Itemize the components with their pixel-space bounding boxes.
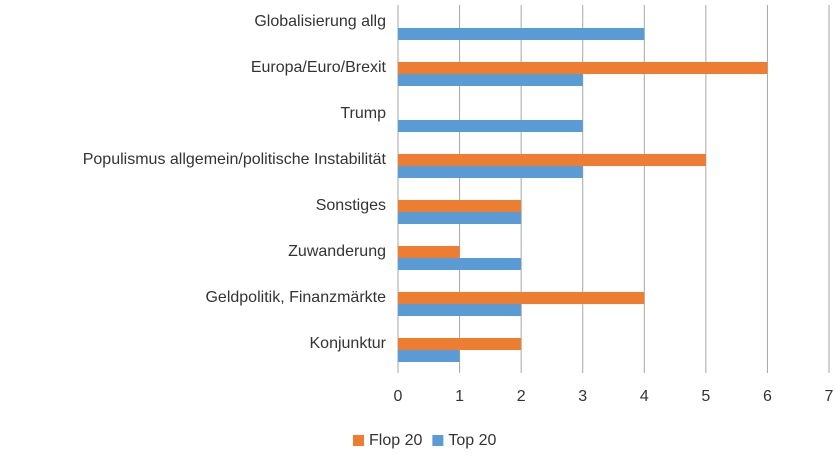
- bar: [398, 28, 645, 40]
- x-tick-label: 6: [763, 388, 772, 405]
- y-tick-label: Geldpolitik, Finanzmärkte: [205, 289, 386, 306]
- y-tick-label: Zuwanderung: [288, 243, 386, 260]
- legend-label: Flop 20: [369, 432, 422, 449]
- x-tick-label: 3: [578, 388, 587, 405]
- bar: [398, 338, 522, 350]
- bar: [398, 246, 460, 258]
- bar: [398, 292, 645, 304]
- x-tick-label: 4: [640, 388, 649, 405]
- bar: [398, 212, 522, 224]
- bar: [398, 62, 768, 74]
- bar: [398, 120, 583, 132]
- x-tick-label: 5: [701, 388, 710, 405]
- bar: [398, 74, 583, 86]
- x-tick-label: 0: [394, 388, 403, 405]
- bar: [398, 304, 522, 316]
- legend-swatch: [432, 435, 444, 446]
- y-tick-label: Konjunktur: [310, 335, 387, 352]
- y-tick-label: Globalisierung allg: [254, 13, 386, 30]
- y-tick-label: Europa/Euro/Brexit: [251, 59, 387, 76]
- y-tick-label: Trump: [340, 105, 386, 122]
- x-tick-label: 1: [455, 388, 464, 405]
- legend-label: Top 20: [448, 432, 496, 449]
- x-tick-label: 7: [825, 388, 834, 405]
- y-tick-label: Populismus allgemein/politische Instabil…: [83, 151, 387, 168]
- bar: [398, 258, 522, 270]
- bar: [398, 200, 522, 212]
- legend-swatch: [353, 435, 364, 446]
- bar: [398, 154, 706, 166]
- bar: [398, 350, 460, 362]
- bar: [398, 166, 583, 178]
- x-tick-label: 2: [517, 388, 526, 405]
- y-tick-label: Sonstiges: [316, 197, 386, 214]
